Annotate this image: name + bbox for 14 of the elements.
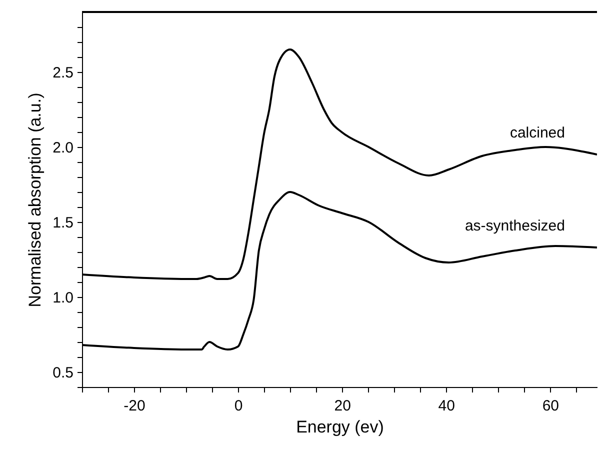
x-tick-label: -20 [124, 398, 146, 414]
y-axis-title: Normalised absorption (a.u.) [26, 92, 45, 308]
y-tick-label: 1.0 [52, 290, 74, 306]
y-tick-label: 2.0 [52, 140, 74, 156]
y-tick-label: 1.5 [52, 214, 74, 232]
series-label: as-synthesized [464, 218, 565, 234]
y-tick-label: 0.5 [52, 364, 74, 382]
x-tick-label: 40 [438, 398, 455, 414]
x-tick-label: 20 [334, 398, 351, 414]
series-label: calcined [510, 124, 565, 142]
y-tick-label: 2.5 [52, 64, 74, 82]
x-tick-label: 60 [542, 398, 560, 414]
x-axis-title: Energy (ev) [296, 418, 384, 436]
x-tick-label: 0 [234, 398, 243, 414]
